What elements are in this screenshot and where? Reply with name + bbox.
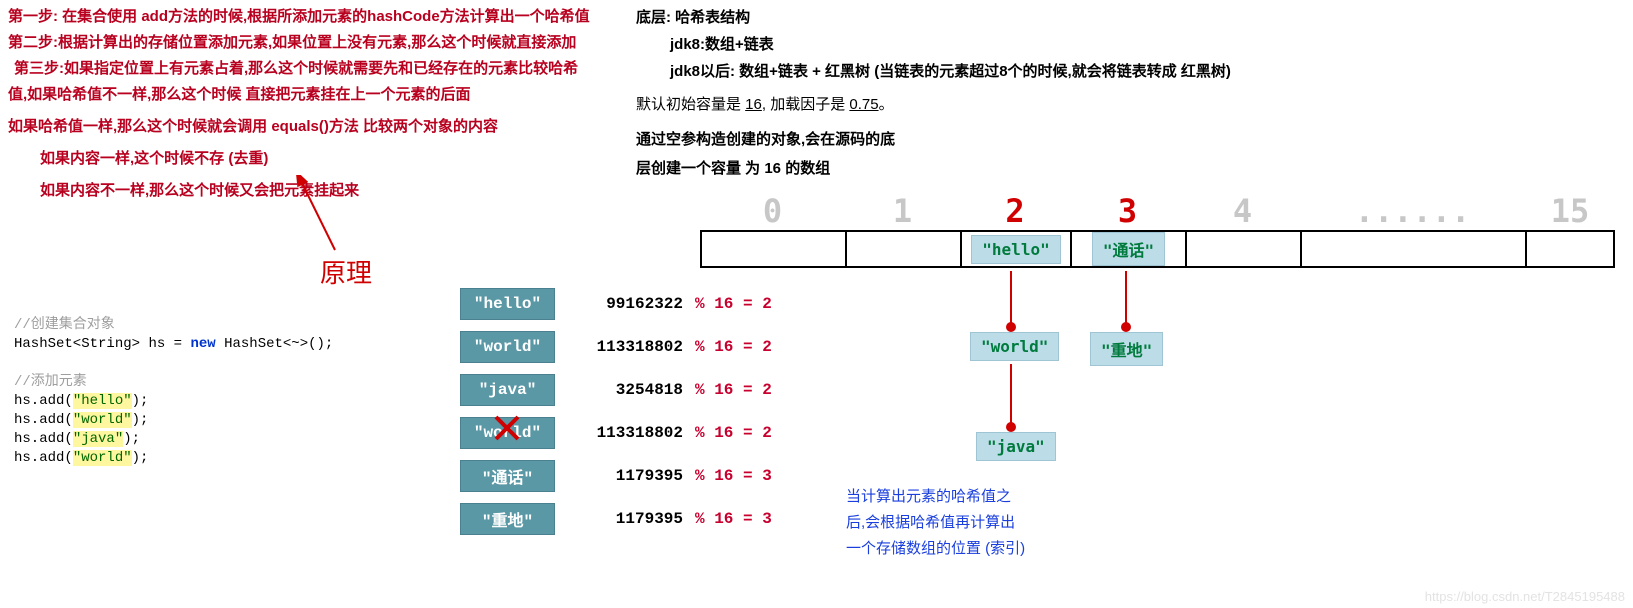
hash-mod: % 16 = 2 [695,338,772,356]
hdr-2: jdk8:数组+链表 [670,31,1616,58]
link-dot-2b [1006,422,1016,432]
hash-row-0: "hello" 99162322 % 16 = 2 [460,282,772,325]
hdr-1: 底层: 哈希表结构 [636,4,1616,31]
hash-chip: "通话" [460,460,555,492]
bucket-...... [1300,230,1525,268]
idx-0: 0 [700,192,845,230]
link-dot-3a [1121,322,1131,332]
idx-2: 2 [960,192,1070,230]
hash-mod: % 16 = 3 [695,510,772,528]
code-add-1: hs.add("world"); [14,412,148,428]
arrow-to-principle [295,175,355,265]
hash-value: 113318802 [573,424,683,442]
idx-4: 4 [1185,192,1300,230]
bucket-1 [845,230,960,268]
hdr-3: jdk8以后: 数组+链表 + 红黑树 (当链表的元素超过8个的时候,就会将链表… [670,58,1616,85]
hash-value: 99162322 [573,295,683,313]
step-4: 如果哈希值一样,那么这个时候就会调用 equals()方法 比较两个对象的内容 [8,114,608,140]
code-comment-1: //创建集合对象 [14,317,115,333]
note-ctor-2: 层创建一个容量 为 16 的数组 [636,157,1616,178]
hash-mod: % 16 = 3 [695,467,772,485]
bucket-15 [1525,230,1615,268]
bucket-0 [700,230,845,268]
right-notes: 底层: 哈希表结构 jdk8:数组+链表 jdk8以后: 数组+链表 + 红黑树… [636,4,1616,178]
hash-value: 1179395 [573,467,683,485]
hash-row-2: "java" 3254818 % 16 = 2 [460,368,772,411]
step-2: 第二步:根据计算出的存储位置添加元素,如果位置上没有元素,那么这个时候就直接添加 [8,30,608,56]
bucket-2: "hello" [960,230,1070,268]
link-line-2b [1010,364,1012,426]
idx-......: ...... [1300,192,1525,230]
link-dot-2a [1006,322,1016,332]
hash-chip: "重地" [460,503,555,535]
step-5: 如果内容一样,这个时候不存 (去重) [40,146,608,172]
hash-row-3: "world" 113318802 % 16 = 2 [460,411,772,454]
hash-calc-table: "hello" 99162322 % 16 = 2 "world" 113318802%… [460,282,772,540]
code-add-0: hs.add("hello"); [14,393,148,409]
hash-row-5: "重地" 1179395 % 16 = 3 [460,497,772,540]
idx-3: 3 [1070,192,1185,230]
hash-mod: % 16 = 2 [695,295,772,313]
hash-mod: % 16 = 2 [695,381,772,399]
array-diagram: 01234......15 "hello" "通话" [700,192,1615,268]
blue-l2: 后,会根据哈希值再计算出 [846,510,1076,536]
chain-node-java: "java" [976,432,1056,461]
code-comment-2: //添加元素 [14,374,87,390]
hash-chip: "hello" [460,288,555,320]
blue-note: 当计算出元素的哈希值之 后,会根据哈希值再计算出 一个存储数组的位置 (索引) [846,484,1076,562]
hash-chip: "world" [460,417,555,449]
step-3: 第三步:如果指定位置上有元素占着,那么这个时候就需要先和已经存在的元素比较哈希 [14,56,608,82]
step-3b: 值,如果哈希值不一样,那么这个时候 直接把元素挂在上一个元素的后面 [8,82,608,108]
code-add-2: hs.add("java"); [14,431,140,447]
blue-l1: 当计算出元素的哈希值之 [846,484,1076,510]
idx-1: 1 [845,192,960,230]
hash-row-1: "world" 113318802 % 16 = 2 [460,325,772,368]
hash-mod: % 16 = 2 [695,424,772,442]
chain-node-world: "world" [970,332,1059,361]
explanation-steps: 第一步: 在集合使用 add方法的时候,根据所添加元素的hashCode方法计算… [8,4,608,204]
watermark: https://blog.csdn.net/T2845195488 [1425,589,1625,604]
hash-value: 113318802 [573,338,683,356]
hash-value: 1179395 [573,510,683,528]
note-capacity: 默认初始容量是 16, 加载因子是 0.75。 [636,93,1616,114]
code-decl: HashSet<String> hs = new HashSet<~>(); [14,336,333,352]
step-1: 第一步: 在集合使用 add方法的时候,根据所添加元素的hashCode方法计算… [8,4,608,30]
note-ctor-1: 通过空参构造创建的对象,会在源码的底 [636,128,1616,149]
bucket-node-hello: "hello" [971,235,1060,264]
idx-15: 15 [1525,192,1615,230]
link-line-2a [1010,271,1012,326]
chain-node-zhongdi: "重地" [1090,332,1163,366]
bucket-4 [1185,230,1300,268]
hash-value: 3254818 [573,381,683,399]
code-block: //创建集合对象 HashSet<String> hs = new HashSe… [14,316,333,468]
code-add-3: hs.add("world"); [14,450,148,466]
hash-chip: "java" [460,374,555,406]
bucket-node-tonghua: "通话" [1092,232,1165,266]
blue-l3: 一个存储数组的位置 (索引) [846,536,1076,562]
hash-row-4: "通话" 1179395 % 16 = 3 [460,454,772,497]
hash-chip: "world" [460,331,555,363]
principle-label: 原理 [320,253,372,290]
link-line-3a [1125,271,1127,326]
bucket-3: "通话" [1070,230,1185,268]
